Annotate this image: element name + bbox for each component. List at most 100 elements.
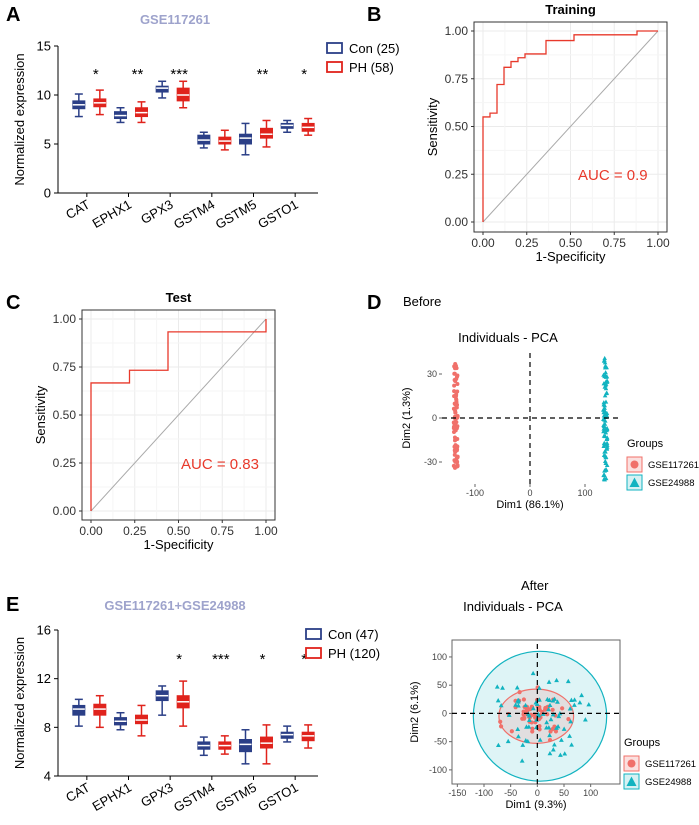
significance-mark: * [301, 66, 307, 83]
point-gse24988 [604, 440, 610, 445]
point-gse24988 [601, 422, 606, 428]
y-tick-label: 8 [44, 720, 51, 735]
roc-curve [90, 319, 267, 511]
point-gse117261 [455, 464, 460, 469]
point-gse117261 [455, 424, 460, 429]
y-axis-label: Sensitivity [425, 97, 440, 156]
point-gse117261 [451, 463, 456, 468]
point-gse117261 [509, 729, 514, 734]
chart-title: GSE117261+GSE24988 [104, 598, 245, 613]
box-ph [260, 119, 273, 148]
point-gse24988 [505, 738, 511, 744]
legend-marker-circle [627, 759, 636, 768]
roc-panel-training: Training 0.00 0.25 0.50 0.75 1.00 0.00 0.25 0.50… [425, 2, 670, 264]
y-tick-label: 0.50 [53, 408, 77, 422]
pca-panel-before: Before Individuals - PCA -100 0 100 -30 0 30 Dim… [401, 294, 699, 511]
box-con [72, 698, 86, 727]
point-gse24988 [601, 410, 607, 415]
box-con [155, 685, 169, 716]
chart-title: Training [545, 2, 596, 17]
y-tick-label: 100 [432, 652, 447, 662]
x-tick-label: GSTO1 [255, 780, 300, 815]
point-gse24988 [601, 416, 606, 422]
x-tick-label: 0 [535, 788, 540, 798]
point-gse24988 [602, 405, 607, 410]
y-tick-label: -100 [429, 765, 447, 775]
x-tick-label: -150 [448, 788, 466, 798]
point-gse117261 [560, 706, 565, 711]
x-tick-label: 0.50 [167, 524, 191, 538]
x-tick-label: GSTM5 [213, 780, 259, 815]
point-gse24988 [520, 742, 526, 747]
box-con [239, 729, 252, 765]
point-gse24988 [498, 702, 504, 708]
box-iqr [239, 133, 252, 145]
legend-swatch [326, 61, 343, 73]
x-tick-label: 0.75 [211, 524, 235, 538]
box-con [197, 736, 211, 757]
point-gse24988 [602, 393, 608, 398]
x-tick-label: -100 [475, 788, 493, 798]
y-tick-label: 0.00 [53, 504, 77, 518]
point-gse24988 [601, 429, 606, 434]
point-gse117261 [537, 727, 542, 732]
point-gse24988 [548, 716, 554, 722]
box-ph [218, 129, 232, 151]
point-gse24988 [506, 712, 512, 717]
legend-title: Groups [624, 737, 661, 749]
point-gse24988 [547, 732, 553, 738]
point-gse24988 [568, 719, 574, 724]
point-gse24988 [602, 453, 608, 458]
point-gse24988 [601, 476, 607, 481]
point-gse24988 [547, 750, 553, 756]
box-ph [93, 694, 107, 729]
point-gse24988 [604, 436, 610, 442]
point-gse117261 [566, 717, 571, 722]
point-gse117261 [537, 724, 542, 729]
significance-mark: * [260, 651, 266, 668]
legend-label: GSE117261 [645, 759, 696, 770]
point-gse24988 [500, 685, 505, 690]
panel-letter-a: A [6, 4, 20, 26]
point-gse117261 [550, 707, 555, 712]
x-tick-label: 0.25 [515, 236, 539, 250]
y-tick-label: 12 [37, 671, 51, 686]
legend-marker-triangle [629, 477, 640, 487]
box-ph [260, 724, 273, 765]
point-gse24988 [550, 712, 556, 717]
x-axis-label: 1-Specificity [535, 249, 606, 264]
box-ph [301, 724, 315, 749]
chart-title: GSE117261 [140, 12, 210, 27]
y-axis-label: Normalized expression [12, 637, 27, 769]
y-tick-label: 0.50 [445, 120, 469, 134]
point-gse24988 [552, 696, 557, 701]
point-gse24988 [557, 711, 563, 716]
significance-mark: *** [170, 66, 188, 83]
point-gse24988 [526, 717, 532, 722]
x-axis-label: Dim1 (86.1%) [496, 499, 563, 511]
x-tick-label: GSTM4 [171, 780, 217, 815]
chart-title: Individuals - PCA [463, 599, 563, 614]
box-con [155, 80, 169, 99]
y-tick-label: 50 [437, 680, 447, 690]
point-gse24988 [602, 458, 608, 463]
y-tick-label: 0 [432, 413, 437, 423]
y-tick-label: 4 [44, 769, 51, 784]
x-tick-label: EPHX1 [90, 197, 134, 231]
point-gse117261 [452, 448, 457, 453]
x-tick-label: -100 [466, 488, 484, 498]
point-gse24988 [515, 733, 521, 739]
x-tick-label: 0.50 [559, 236, 583, 250]
point-gse24988 [526, 724, 532, 729]
y-tick-label: 1.00 [445, 24, 469, 38]
point-gse117261 [454, 420, 459, 425]
point-gse117261 [452, 452, 457, 457]
boxplot-panel-e: GSE117261+GSE24988 4 8 12 16 Normalized expre… [12, 598, 380, 815]
point-gse24988 [558, 752, 563, 757]
point-gse24988 [554, 677, 559, 683]
y-tick-label: 0 [442, 708, 447, 718]
significance-mark: * [93, 66, 99, 83]
point-gse24988 [603, 378, 609, 384]
point-gse117261 [452, 444, 457, 449]
significance-mark: * [176, 651, 182, 668]
